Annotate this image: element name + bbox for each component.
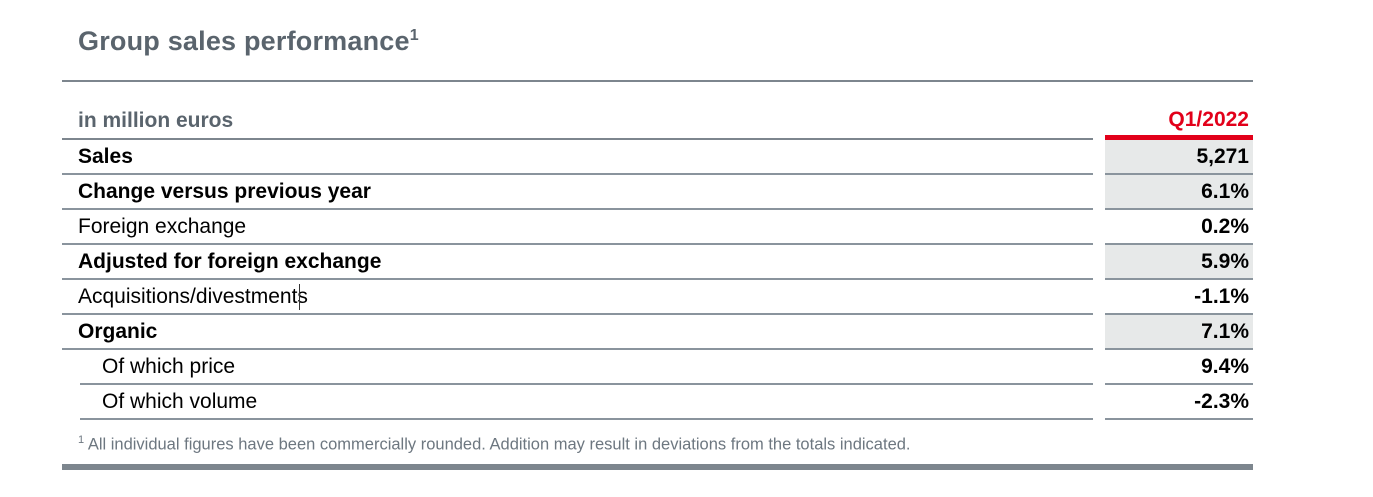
- column-gap: [1093, 385, 1105, 420]
- table-row: Acquisitions/divestments -1.1%: [62, 280, 1253, 315]
- row-value: 7.1%: [1105, 315, 1253, 350]
- row-label: Of which price: [80, 350, 1093, 385]
- row-label-text: Sales: [78, 144, 133, 168]
- column-header-q1-2022: Q1/2022: [1105, 108, 1253, 140]
- sales-performance-report: Group sales performance1 in million euro…: [62, 16, 1253, 470]
- table-row: Adjusted for foreign exchange 5.9%: [62, 245, 1253, 280]
- row-value: 5.9%: [1105, 245, 1253, 280]
- column-gap: [1093, 350, 1105, 385]
- row-label-text: Foreign exchange: [78, 214, 247, 238]
- column-gap: [1093, 315, 1105, 350]
- row-label: Organic: [62, 315, 1093, 350]
- table-row: Foreign exchange 0.2%: [62, 210, 1253, 245]
- footnote-marker: 1: [78, 434, 85, 446]
- row-label-text: Change versus previous year: [78, 179, 371, 203]
- footnote: 1 All individual figures have been comme…: [78, 429, 1253, 457]
- column-gap: [1093, 175, 1105, 210]
- row-value: -1.1%: [1105, 280, 1253, 315]
- table-row: Change versus previous year 6.1%: [62, 175, 1253, 210]
- row-value: 6.1%: [1105, 175, 1253, 210]
- row-label-text: Adjusted for foreign exchange: [78, 249, 382, 273]
- column-gap: [1093, 140, 1105, 175]
- row-label-text: Of which volume: [102, 389, 258, 413]
- row-value: 0.2%: [1105, 210, 1253, 245]
- table-header-row: in million euros Q1/2022: [62, 108, 1253, 140]
- page-title: Group sales performance1: [78, 24, 1253, 58]
- title-rule: [62, 80, 1253, 82]
- table-row: Of which volume -2.3%: [62, 385, 1253, 420]
- table-body: Sales 5,271 Change versus previous year …: [62, 140, 1253, 420]
- row-label: Foreign exchange: [62, 210, 1093, 245]
- row-value: 9.4%: [1105, 350, 1253, 385]
- row-label-text: Organic: [78, 319, 158, 343]
- column-gap: [1093, 280, 1105, 315]
- row-label: Of which volume: [80, 385, 1093, 420]
- table-row: Sales 5,271: [62, 140, 1253, 175]
- bottom-rule: [62, 463, 1253, 470]
- footnote-text: All individual figures have been commerc…: [87, 435, 911, 454]
- column-gap: [1093, 210, 1105, 245]
- row-value: 5,271: [1105, 140, 1253, 175]
- table-row: Organic 7.1%: [62, 315, 1253, 350]
- row-label: Change versus previous year: [62, 175, 1093, 210]
- text-caret[interactable]: [298, 283, 301, 310]
- row-label: Adjusted for foreign exchange: [62, 245, 1093, 280]
- row-label: Sales: [62, 140, 1093, 175]
- row-label: Acquisitions/divestments: [62, 280, 1093, 315]
- table-row: Of which price 9.4%: [62, 350, 1253, 385]
- row-value: -2.3%: [1105, 385, 1253, 420]
- page-title-text: Group sales performance: [78, 26, 410, 56]
- row-label-text: Of which price: [102, 354, 236, 378]
- title-footnote-ref: 1: [409, 27, 419, 44]
- unit-label: in million euros: [62, 109, 1093, 140]
- row-label-text: Acquisitions/divestments: [78, 284, 308, 308]
- column-gap: [1093, 245, 1105, 280]
